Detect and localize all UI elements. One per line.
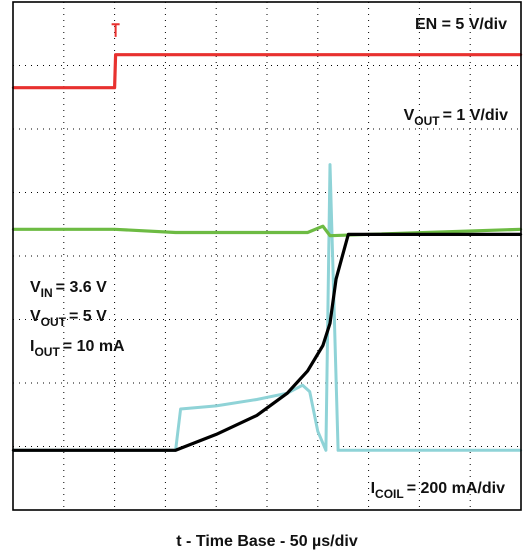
vout-cond-v: V	[30, 308, 41, 325]
point-v	[286, 392, 289, 395]
iout-value: = 10 mA	[63, 338, 125, 355]
point-green	[328, 234, 332, 237]
point-green	[306, 231, 309, 234]
point-v	[215, 433, 218, 436]
vin-value: = 3.6 V	[56, 279, 107, 296]
vout-scale-v: V	[404, 107, 415, 124]
vout-scale-label: VOUT = 1 V/div	[404, 107, 508, 128]
vin-label: VIN = 3.6 V	[30, 279, 107, 300]
point-en	[215, 53, 218, 56]
icoil-value: = 200 mA/div	[407, 480, 505, 497]
point-en	[114, 53, 117, 56]
graticule	[13, 2, 521, 510]
x-axis-title: t - Time Base - 50 µs/div	[176, 533, 358, 550]
point-en	[113, 86, 116, 89]
point-en	[316, 53, 319, 56]
point-green	[265, 231, 269, 234]
vout-cond-value: = 5 V	[69, 308, 107, 325]
point-i	[316, 430, 319, 433]
vout-condition-label: VOUT = 5 V	[30, 308, 107, 329]
iout-i: I	[30, 338, 34, 355]
vout-scale-value: = 1 V/div	[443, 107, 508, 124]
point-v	[347, 233, 350, 236]
vout-cond-sub: OUT	[41, 315, 67, 329]
point-v	[255, 414, 258, 417]
trace-green	[13, 224, 522, 238]
point-v	[174, 449, 177, 452]
point-green	[321, 225, 325, 228]
icoil-label: ICOIL = 200 mA/div	[371, 480, 506, 501]
point-i	[215, 404, 218, 408]
point-green	[174, 231, 177, 234]
point-i	[179, 407, 182, 411]
en-label: EN = 5 V/div	[415, 16, 507, 33]
iout-label: IOUT = 10 mA	[30, 338, 125, 359]
point-i	[328, 163, 332, 166]
point-i	[301, 384, 304, 387]
traces	[11, 23, 523, 452]
point-v	[334, 277, 338, 281]
plot-border	[12, 1, 522, 511]
icoil-i: I	[371, 480, 375, 497]
point-en	[418, 53, 421, 56]
point-v	[328, 322, 332, 325]
iout-sub: OUT	[34, 345, 60, 359]
point-i	[308, 390, 311, 393]
point-i	[324, 449, 328, 452]
trigger-marker	[111, 23, 120, 37]
vout-scale-sub: OUT	[414, 114, 440, 128]
point-v	[306, 369, 309, 373]
vin-sub: IN	[41, 286, 53, 300]
point-v	[321, 344, 325, 347]
point-green	[113, 228, 116, 231]
vin-v: V	[30, 279, 41, 296]
point-i	[255, 398, 258, 401]
point-i	[336, 449, 340, 452]
icoil-sub: COIL	[375, 487, 404, 501]
